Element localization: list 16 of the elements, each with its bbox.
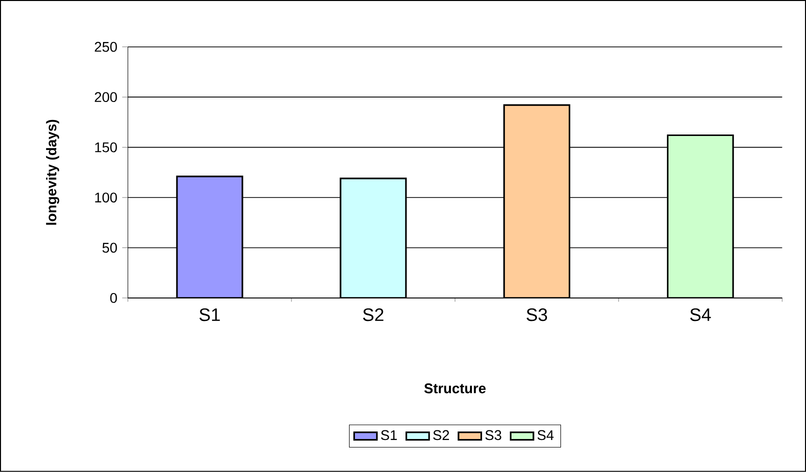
x-axis-title: Structure bbox=[424, 383, 486, 394]
y-tick-label: 100 bbox=[95, 192, 117, 203]
y-tick-label: 200 bbox=[94, 92, 117, 102]
y-tick-label: 50 bbox=[102, 242, 117, 253]
x-tick-label: S2 bbox=[363, 308, 384, 322]
legend-label: S2 bbox=[433, 430, 449, 440]
x-tick-label: S4 bbox=[690, 308, 711, 322]
y-tick-label: 150 bbox=[95, 142, 117, 152]
x-tick-label: S1 bbox=[199, 308, 220, 322]
y-tick-label: 0 bbox=[110, 293, 117, 303]
legend-label: S3 bbox=[485, 430, 502, 440]
y-tick-label: 250 bbox=[94, 42, 117, 52]
y-axis-title: longevity (days) bbox=[46, 120, 60, 225]
x-tick-label: S3 bbox=[526, 308, 548, 322]
legend-label: S1 bbox=[381, 430, 397, 440]
legend-label: S4 bbox=[538, 430, 554, 440]
